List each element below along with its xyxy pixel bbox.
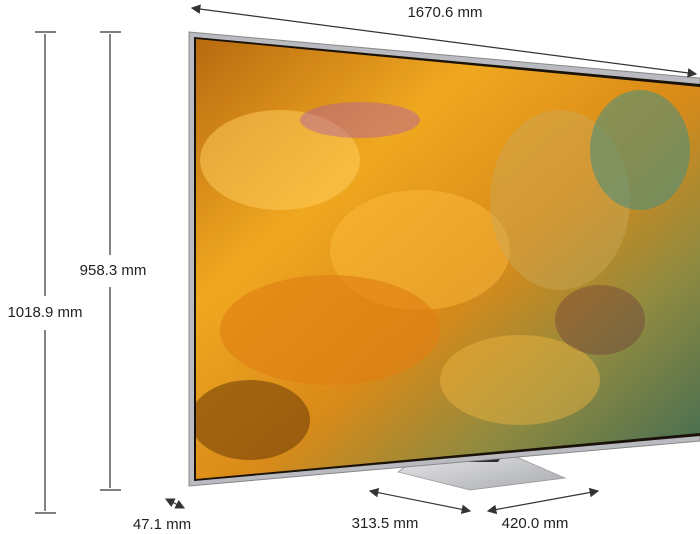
tv-screen (196, 39, 700, 479)
stand-depth-label: 313.5 mm (352, 515, 419, 532)
total-height-label: 1018.9 mm (7, 304, 82, 321)
stand-width-label: 420.0 mm (502, 515, 569, 532)
width-arrow (190, 4, 698, 78)
depth-arrow (164, 498, 186, 509)
stand-width-arrow (486, 487, 600, 515)
stand-depth-arrow (368, 487, 472, 515)
width-label: 1670.6 mm (407, 4, 482, 21)
depth-label: 47.1 mm (133, 516, 191, 533)
screen-height-label: 958.3 mm (80, 262, 147, 279)
